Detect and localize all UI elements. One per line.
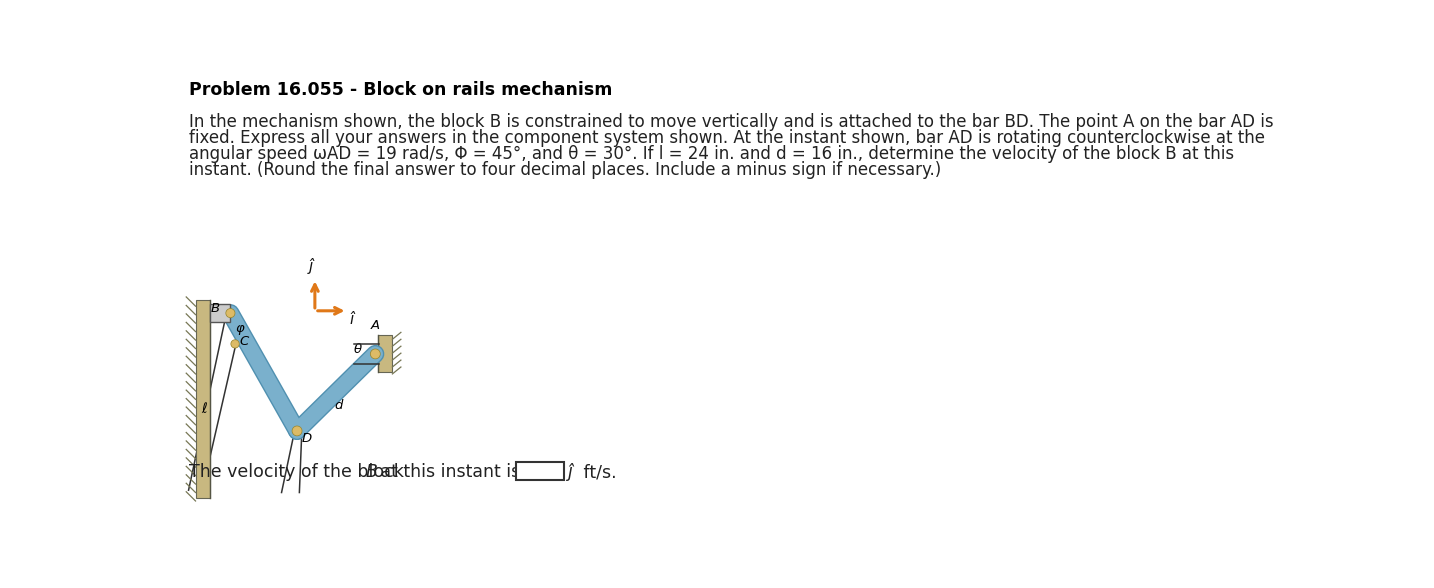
Text: ĵ: ĵ	[308, 258, 313, 274]
Text: A: A	[370, 319, 380, 332]
Circle shape	[232, 341, 238, 347]
Text: C: C	[239, 335, 250, 348]
Circle shape	[228, 310, 234, 316]
Bar	[379, 335, 393, 372]
Text: angular speed ωAD = 19 rad/s, Φ = 45°, and θ = 30°. If l = 24 in. and d = 16 in.: angular speed ωAD = 19 rad/s, Φ = 45°, a…	[188, 145, 1233, 163]
Text: φ: φ	[235, 322, 244, 335]
Circle shape	[227, 310, 234, 316]
Text: B: B	[211, 302, 221, 315]
Text: In the mechanism shown, the block B is constrained to move vertically and is att: In the mechanism shown, the block B is c…	[188, 113, 1273, 131]
Circle shape	[293, 426, 301, 436]
Text: ft/s.: ft/s.	[578, 463, 617, 481]
Text: The velocity of the block: The velocity of the block	[188, 463, 409, 481]
Circle shape	[293, 427, 301, 435]
Text: θ: θ	[354, 343, 361, 356]
Circle shape	[371, 350, 379, 358]
Text: î: î	[348, 312, 353, 326]
Circle shape	[231, 340, 239, 348]
Text: ℓ: ℓ	[201, 402, 206, 416]
Text: D: D	[301, 432, 313, 446]
Text: fixed. Express all your answers in the component system shown. At the instant sh: fixed. Express all your answers in the c…	[188, 129, 1265, 147]
Text: Problem 16.055 - Block on rails mechanism: Problem 16.055 - Block on rails mechanis…	[188, 81, 612, 99]
Bar	[516, 463, 565, 480]
Text: instant. (Round the final answer to four decimal places. Include a minus sign if: instant. (Round the final answer to four…	[188, 162, 941, 179]
Text: ĵ: ĵ	[568, 463, 572, 481]
Bar	[211, 304, 231, 322]
Text: at this instant is: at this instant is	[376, 463, 521, 481]
Circle shape	[227, 309, 235, 318]
Circle shape	[370, 349, 380, 359]
Bar	[196, 300, 211, 498]
Text: d: d	[334, 399, 343, 412]
Text: B: B	[366, 463, 379, 481]
